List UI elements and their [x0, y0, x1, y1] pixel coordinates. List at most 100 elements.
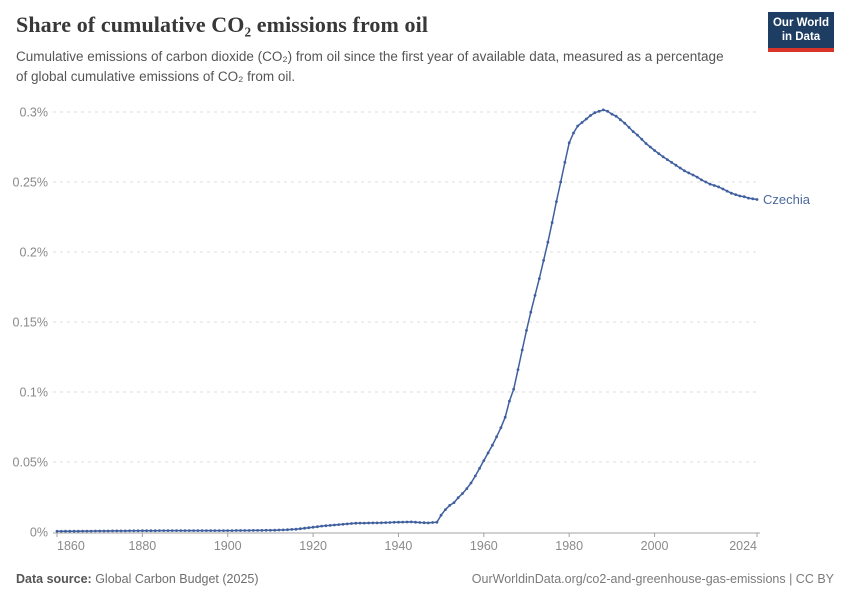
- data-point[interactable]: [661, 155, 665, 159]
- data-point[interactable]: [132, 529, 136, 533]
- data-point[interactable]: [623, 121, 627, 125]
- data-point[interactable]: [631, 130, 635, 134]
- data-point[interactable]: [298, 527, 302, 531]
- data-point[interactable]: [674, 163, 678, 167]
- data-point[interactable]: [670, 161, 673, 164]
- data-point[interactable]: [350, 522, 353, 525]
- data-point[interactable]: [170, 529, 174, 532]
- data-point[interactable]: [533, 294, 537, 297]
- data-point[interactable]: [452, 501, 456, 504]
- data-point[interactable]: [205, 529, 208, 532]
- data-point[interactable]: [388, 521, 392, 524]
- data-point[interactable]: [448, 504, 452, 507]
- data-point[interactable]: [307, 526, 311, 530]
- data-point[interactable]: [158, 529, 161, 532]
- data-point[interactable]: [136, 529, 140, 533]
- data-point[interactable]: [431, 521, 434, 524]
- data-point[interactable]: [648, 145, 652, 149]
- data-point[interactable]: [456, 496, 460, 500]
- data-point[interactable]: [473, 474, 477, 478]
- data-point[interactable]: [111, 529, 114, 533]
- data-point[interactable]: [149, 529, 153, 533]
- data-point[interactable]: [657, 152, 661, 156]
- data-point[interactable]: [653, 149, 656, 152]
- data-point[interactable]: [153, 529, 157, 533]
- data-point[interactable]: [644, 142, 648, 145]
- data-point[interactable]: [247, 529, 251, 532]
- data-point[interactable]: [666, 158, 669, 162]
- data-point[interactable]: [251, 529, 255, 532]
- data-point[interactable]: [734, 193, 738, 197]
- data-point[interactable]: [687, 171, 691, 175]
- data-point[interactable]: [200, 529, 204, 532]
- chart-line[interactable]: [57, 109, 758, 533]
- data-point[interactable]: [640, 137, 644, 141]
- data-point[interactable]: [384, 521, 388, 524]
- data-point[interactable]: [435, 520, 439, 524]
- data-point[interactable]: [324, 524, 328, 528]
- data-point[interactable]: [529, 310, 533, 314]
- data-point[interactable]: [397, 520, 400, 524]
- data-point[interactable]: [601, 108, 605, 112]
- data-point[interactable]: [128, 529, 132, 533]
- data-point[interactable]: [55, 529, 59, 533]
- data-point[interactable]: [559, 180, 563, 184]
- data-point[interactable]: [89, 529, 93, 533]
- data-point[interactable]: [328, 524, 332, 527]
- data-point[interactable]: [712, 184, 716, 187]
- data-point[interactable]: [486, 451, 490, 455]
- data-point[interactable]: [537, 277, 541, 280]
- data-point[interactable]: [751, 197, 755, 201]
- data-point[interactable]: [226, 529, 230, 532]
- entity-label[interactable]: Czechia: [763, 192, 811, 207]
- data-point[interactable]: [555, 200, 558, 204]
- data-point[interactable]: [584, 117, 588, 121]
- data-point[interactable]: [213, 529, 217, 532]
- data-point[interactable]: [192, 529, 196, 532]
- data-point[interactable]: [482, 459, 486, 462]
- data-point[interactable]: [567, 141, 571, 145]
- data-point[interactable]: [260, 529, 264, 532]
- data-point[interactable]: [422, 521, 426, 525]
- data-point[interactable]: [738, 194, 742, 198]
- data-point[interactable]: [525, 329, 528, 332]
- data-point[interactable]: [303, 526, 306, 530]
- data-point[interactable]: [597, 109, 601, 113]
- data-point[interactable]: [187, 529, 191, 532]
- data-point[interactable]: [371, 521, 375, 525]
- data-point[interactable]: [426, 521, 430, 525]
- data-point[interactable]: [375, 521, 379, 525]
- data-point[interactable]: [627, 126, 631, 129]
- data-point[interactable]: [243, 529, 247, 532]
- data-point[interactable]: [499, 426, 503, 430]
- data-point[interactable]: [614, 114, 618, 118]
- data-point[interactable]: [320, 524, 323, 528]
- data-point[interactable]: [636, 133, 639, 137]
- data-point[interactable]: [730, 191, 733, 195]
- data-point[interactable]: [683, 169, 686, 173]
- data-point[interactable]: [755, 198, 759, 201]
- data-point[interactable]: [491, 443, 494, 447]
- data-point[interactable]: [465, 487, 469, 490]
- data-point[interactable]: [281, 528, 285, 532]
- data-point[interactable]: [76, 529, 80, 533]
- data-point[interactable]: [196, 529, 200, 532]
- data-point[interactable]: [239, 529, 242, 532]
- data-point[interactable]: [98, 529, 102, 533]
- data-point[interactable]: [439, 513, 443, 517]
- data-point[interactable]: [234, 529, 238, 532]
- data-point[interactable]: [102, 529, 106, 533]
- data-point[interactable]: [512, 387, 516, 391]
- data-point[interactable]: [700, 178, 703, 182]
- data-point[interactable]: [478, 466, 481, 470]
- data-point[interactable]: [166, 529, 170, 532]
- data-point[interactable]: [495, 435, 498, 439]
- data-point[interactable]: [106, 529, 110, 533]
- data-point[interactable]: [546, 240, 550, 244]
- data-point[interactable]: [589, 114, 592, 117]
- data-point[interactable]: [742, 195, 746, 199]
- data-point[interactable]: [162, 529, 166, 532]
- data-point[interactable]: [747, 196, 750, 200]
- data-point[interactable]: [508, 399, 511, 403]
- data-point[interactable]: [230, 529, 234, 532]
